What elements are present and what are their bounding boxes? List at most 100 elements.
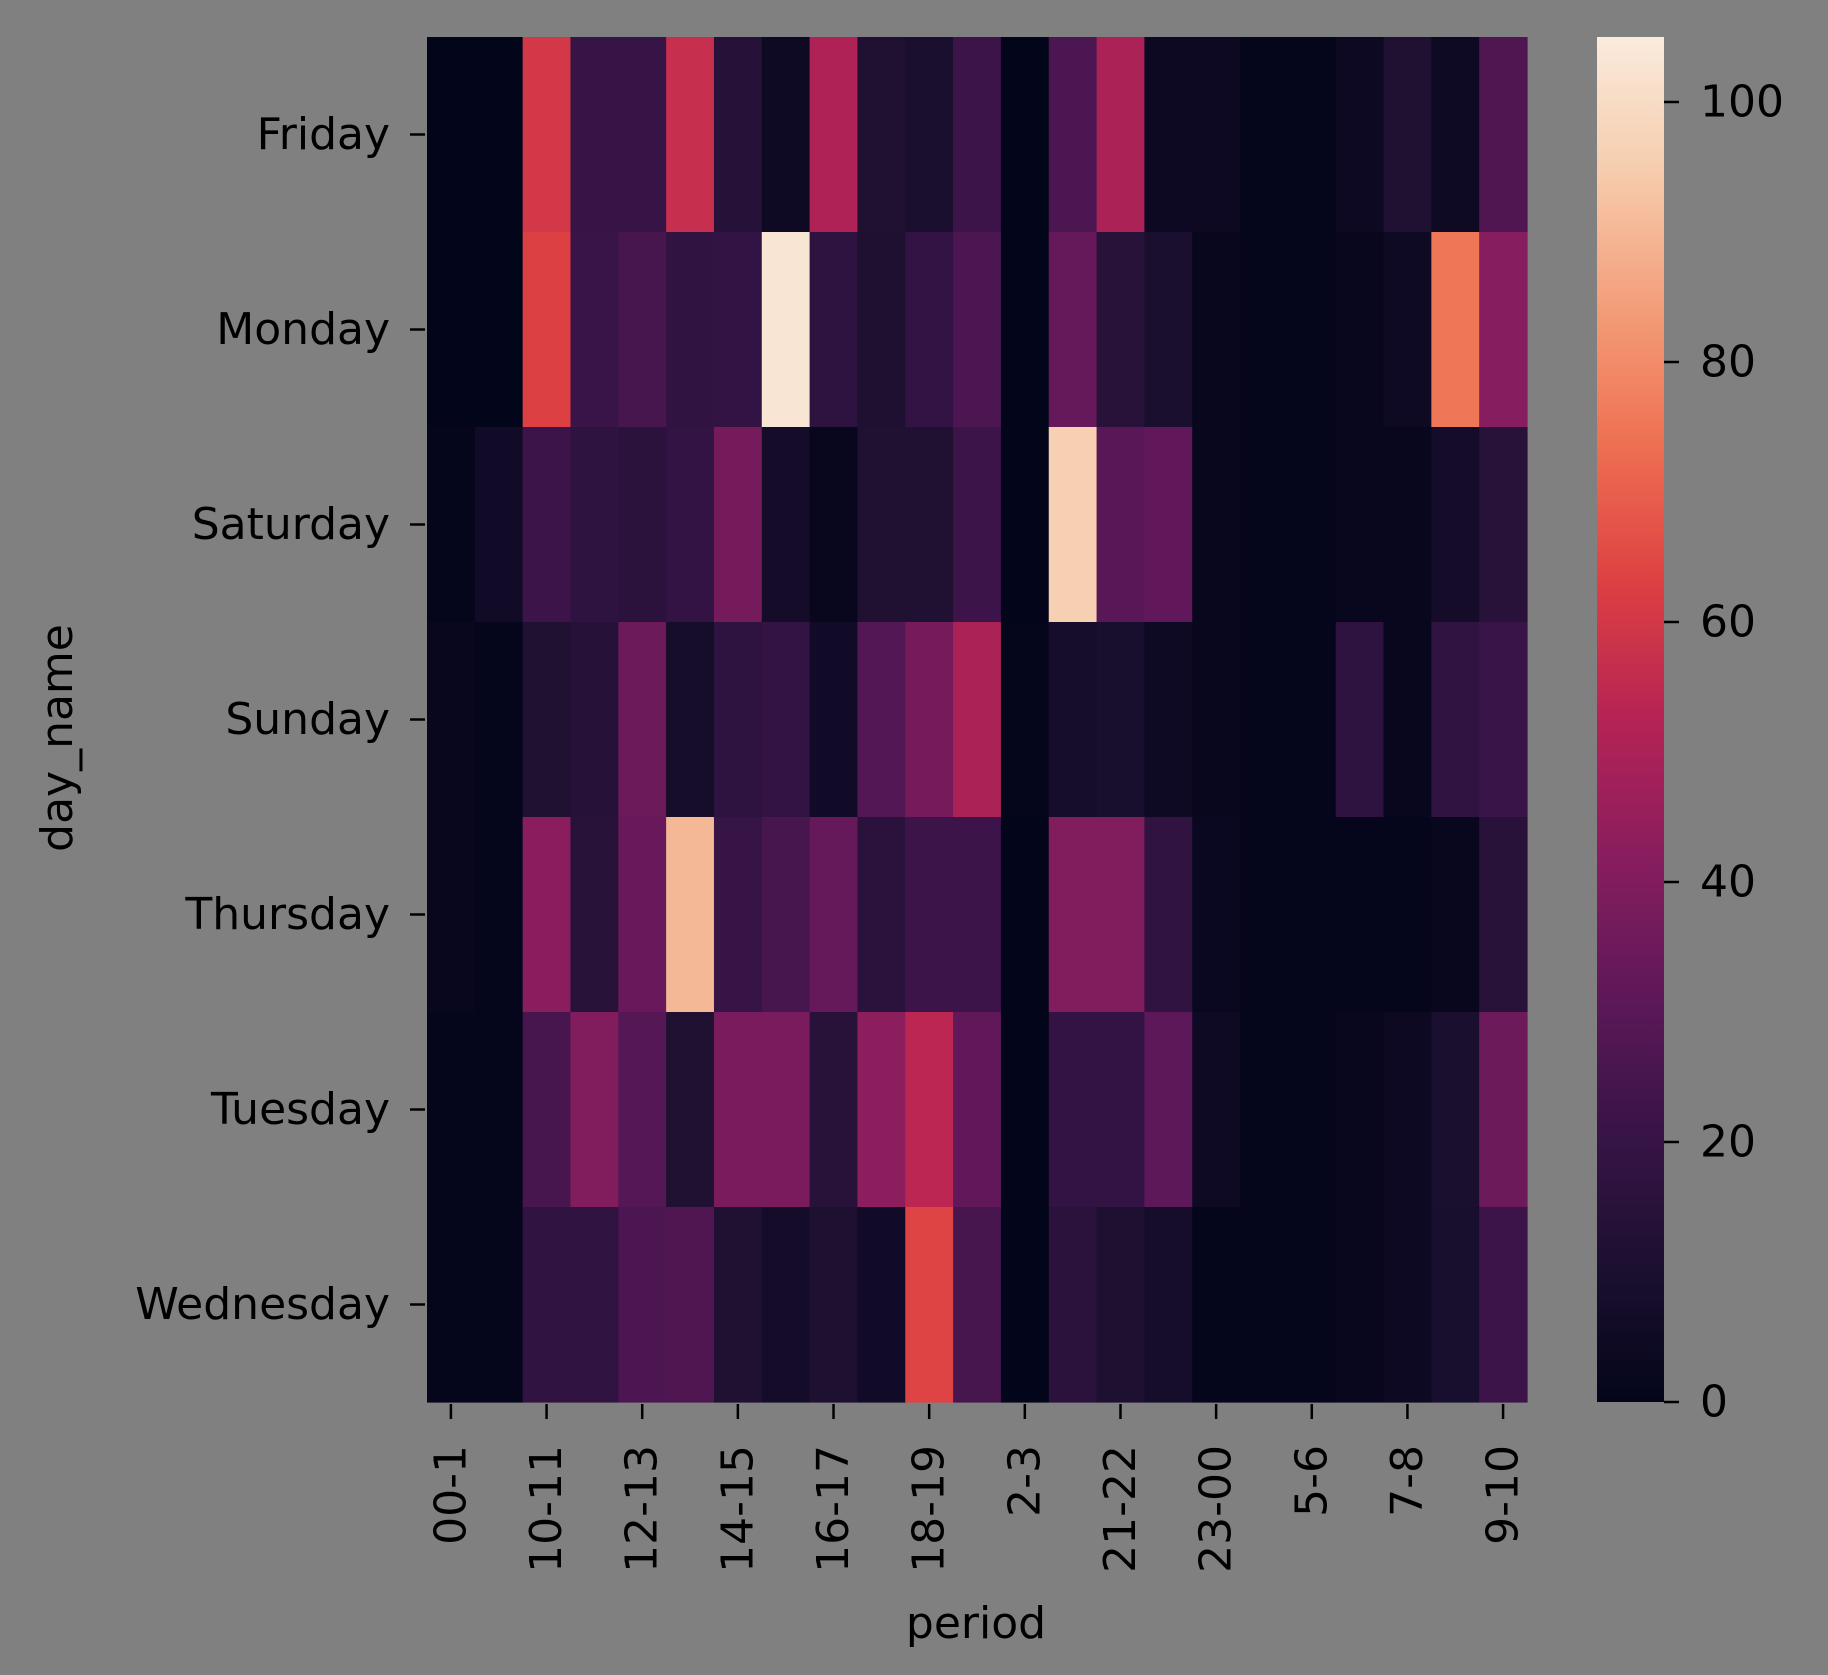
colorbar-tick-label: 80	[1700, 337, 1756, 388]
heatmap-cell	[522, 232, 572, 428]
x-axis-label: period	[906, 1598, 1046, 1649]
heatmap-cell	[1144, 427, 1193, 623]
heatmap-cell	[905, 427, 954, 623]
heatmap-cell	[1192, 232, 1241, 428]
x-tick-label: 7-8	[1382, 1445, 1433, 1517]
heatmap-cell	[1048, 37, 1098, 233]
heatmap-cell	[570, 622, 619, 818]
heatmap-cell	[761, 37, 811, 233]
heatmap-cell	[857, 1207, 906, 1403]
heatmap-cell	[1192, 817, 1241, 1013]
heatmap-cell	[1000, 1012, 1050, 1208]
heatmap-cell	[857, 37, 906, 233]
heatmap-cell	[618, 1207, 667, 1403]
y-axis: Friday Monday Saturday Sunday Thursday Tuesda…	[135, 109, 425, 1330]
heatmap-cell	[1240, 37, 1289, 233]
y-tick-label: Sunday	[225, 694, 390, 745]
heatmap-cell	[905, 37, 954, 233]
heatmap-cell	[1431, 37, 1480, 233]
y-tick-label: Thursday	[184, 889, 390, 940]
heatmap-cell	[1048, 1012, 1098, 1208]
heatmap-cell	[953, 1012, 1002, 1208]
heatmap-cell	[474, 37, 524, 233]
heatmap-cell	[1287, 427, 1337, 623]
heatmap-cell	[761, 1012, 811, 1208]
heatmap-cells	[427, 37, 1528, 1403]
y-tick-label: Friday	[257, 109, 390, 160]
heatmap-cell	[618, 427, 667, 623]
heatmap-cell	[809, 1207, 859, 1403]
x-tick-label: 14-15	[712, 1445, 763, 1573]
heatmap-cell	[1335, 1012, 1385, 1208]
heatmap-cell	[761, 1207, 811, 1403]
heatmap-cell	[1144, 817, 1193, 1013]
heatmap-cell	[1048, 1207, 1098, 1403]
heatmap-cell	[1335, 1207, 1385, 1403]
heatmap-cell	[809, 1012, 859, 1208]
x-tick-label: 23-00	[1191, 1445, 1242, 1573]
heatmap-cell	[1383, 1012, 1432, 1208]
heatmap-cell	[809, 37, 859, 233]
heatmap-cell	[809, 622, 859, 818]
heatmap-cell	[1192, 427, 1241, 623]
heatmap-cell	[713, 37, 763, 233]
heatmap-cell	[713, 427, 763, 623]
heatmap-cell	[666, 232, 715, 428]
heatmap-cell	[905, 622, 954, 818]
y-tick-label: Wednesday	[135, 1279, 390, 1330]
y-axis-label: day_name	[32, 624, 83, 852]
heatmap-cell	[427, 817, 476, 1013]
heatmap-cell	[809, 427, 859, 623]
heatmap-cell	[1287, 622, 1337, 818]
heatmap-cell	[953, 1207, 1002, 1403]
heatmap-cell	[1383, 622, 1432, 818]
heatmap-cell	[618, 817, 667, 1013]
heatmap-cell	[1000, 37, 1050, 233]
x-tick-label: 16-17	[808, 1445, 859, 1573]
heatmap-cell	[1335, 622, 1385, 818]
heatmap-cell	[1144, 622, 1193, 818]
heatmap-cell	[427, 1012, 476, 1208]
heatmap-cell	[1240, 232, 1289, 428]
heatmap-cell	[1479, 622, 1528, 818]
heatmap-cell	[522, 817, 572, 1013]
heatmap-cell	[713, 817, 763, 1013]
heatmap-cell	[1240, 817, 1289, 1013]
heatmap-cell	[1096, 232, 1145, 428]
heatmap-cell	[905, 817, 954, 1013]
heatmap-cell	[1335, 817, 1385, 1013]
heatmap-cell	[1287, 1207, 1337, 1403]
heatmap-cell	[1479, 232, 1528, 428]
heatmap-cell	[1287, 1012, 1337, 1208]
heatmap-cell	[1240, 1207, 1289, 1403]
heatmap-cell	[1335, 232, 1385, 428]
heatmap-cell	[1096, 427, 1145, 623]
heatmap-cell	[1096, 622, 1145, 818]
heatmap-cell	[1000, 817, 1050, 1013]
heatmap-cell	[1431, 622, 1480, 818]
heatmap-cell	[666, 37, 715, 233]
heatmap-cell	[1048, 427, 1098, 623]
x-tick-label: 00-1	[425, 1445, 476, 1545]
heatmap-cell	[1192, 37, 1241, 233]
heatmap-cell	[953, 232, 1002, 428]
colorbar-gradient	[1597, 37, 1664, 1402]
heatmap-cell	[953, 817, 1002, 1013]
heatmap-cell	[666, 427, 715, 623]
heatmap-cell	[1287, 37, 1337, 233]
heatmap-cell	[713, 622, 763, 818]
heatmap-cell	[427, 37, 476, 233]
heatmap-cell	[761, 622, 811, 818]
heatmap-cell	[1000, 232, 1050, 428]
heatmap-cell	[1000, 622, 1050, 818]
heatmap-cell	[1240, 427, 1289, 623]
colorbar-tick-label: 20	[1700, 1117, 1756, 1168]
heatmap-cell	[1287, 232, 1337, 428]
x-tick-label: 12-13	[617, 1445, 668, 1573]
heatmap-cell	[713, 1207, 763, 1403]
heatmap-cell	[1048, 817, 1098, 1013]
heatmap-cell	[427, 622, 476, 818]
heatmap-cell	[618, 622, 667, 818]
colorbar-tick-label: 60	[1700, 597, 1756, 648]
heatmap-cell	[1383, 37, 1432, 233]
